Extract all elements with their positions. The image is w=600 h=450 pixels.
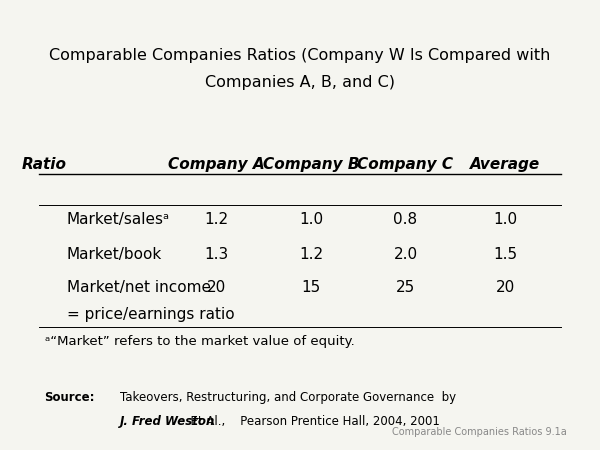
Text: 20: 20 — [207, 280, 226, 295]
Text: Market/net income: Market/net income — [67, 280, 211, 295]
Text: Companies A, B, and C): Companies A, B, and C) — [205, 75, 395, 90]
Text: 1.0: 1.0 — [299, 212, 323, 227]
Text: 1.0: 1.0 — [493, 212, 518, 227]
Text: 1.2: 1.2 — [205, 212, 229, 227]
Text: 1.2: 1.2 — [299, 247, 323, 262]
Text: = price/earnings ratio: = price/earnings ratio — [67, 307, 235, 322]
Text: Company C: Company C — [358, 157, 454, 172]
Text: ᵃ“Market” refers to the market value of equity.: ᵃ“Market” refers to the market value of … — [44, 335, 355, 348]
Text: Market/salesᵃ: Market/salesᵃ — [67, 212, 170, 227]
Text: Comparable Companies Ratios 9.1a: Comparable Companies Ratios 9.1a — [392, 427, 566, 437]
Text: Company A: Company A — [169, 157, 265, 172]
Text: Source:: Source: — [44, 391, 95, 404]
Text: J. Fred Weston: J. Fred Weston — [119, 415, 215, 428]
Text: Market/book: Market/book — [67, 247, 162, 262]
Text: Average: Average — [470, 157, 541, 172]
Text: 1.3: 1.3 — [205, 247, 229, 262]
Text: Company B: Company B — [263, 157, 359, 172]
Text: 15: 15 — [301, 280, 321, 295]
Text: Comparable Companies Ratios (Company W Is Compared with: Comparable Companies Ratios (Company W I… — [49, 48, 551, 63]
Text: Ratio: Ratio — [22, 157, 67, 172]
Text: 25: 25 — [396, 280, 415, 295]
Text: 0.8: 0.8 — [394, 212, 418, 227]
Text: 2.0: 2.0 — [394, 247, 418, 262]
Text: Et Al.,    Pearson Prentice Hall, 2004, 2001: Et Al., Pearson Prentice Hall, 2004, 200… — [184, 415, 440, 428]
Text: Takeovers, Restructuring, and Corporate Governance  by: Takeovers, Restructuring, and Corporate … — [119, 391, 455, 404]
Text: 20: 20 — [496, 280, 515, 295]
Text: 1.5: 1.5 — [493, 247, 518, 262]
